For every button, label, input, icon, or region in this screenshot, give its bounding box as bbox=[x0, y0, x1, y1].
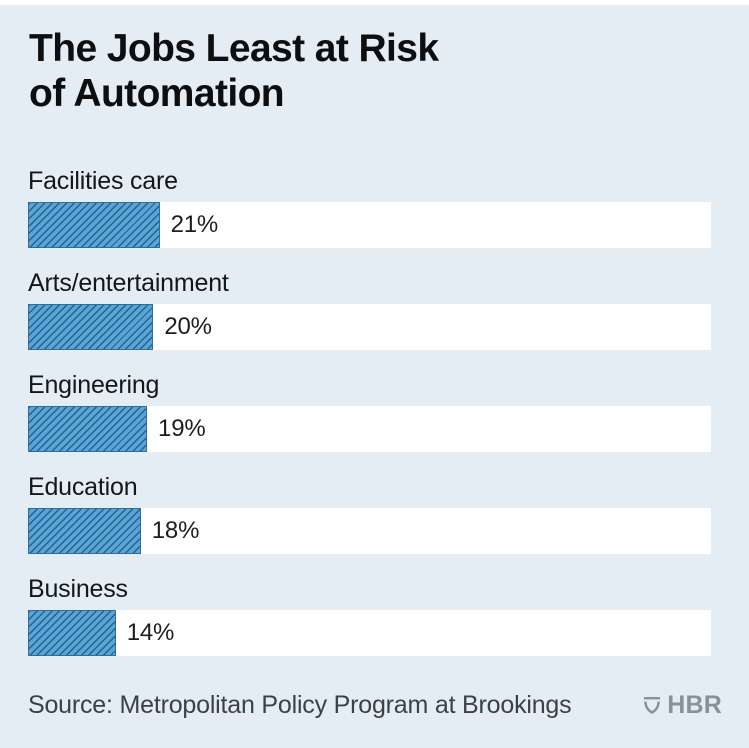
bar bbox=[28, 610, 116, 656]
bar bbox=[28, 508, 141, 554]
page-title: The Jobs Least at Risk of Automation bbox=[29, 26, 439, 116]
bar bbox=[28, 304, 154, 350]
source-note: Source: Metropolitan Policy Program at B… bbox=[28, 690, 572, 719]
chart-row: Arts/entertainment 20% bbox=[28, 268, 711, 370]
chart-row: Facilities care 21% bbox=[28, 166, 711, 268]
category-label: Engineering bbox=[28, 371, 160, 399]
chart-row: Engineering 19% bbox=[28, 370, 711, 472]
category-label: Facilities care bbox=[28, 167, 178, 195]
category-label: Business bbox=[28, 575, 128, 603]
bar-track: 14% bbox=[28, 610, 711, 656]
value-label: 20% bbox=[164, 313, 212, 340]
value-label: 18% bbox=[151, 517, 200, 544]
bar-chart: Facilities care 21% Arts/entertainment 20% E… bbox=[28, 166, 711, 676]
bar-track: 20% bbox=[28, 304, 711, 350]
hbr-logo: HBR bbox=[642, 691, 722, 720]
hbr-shield-icon bbox=[644, 696, 661, 714]
chart-row: Education 18% bbox=[28, 472, 711, 574]
category-label: Education bbox=[28, 473, 138, 501]
hbr-logo-text: HBR bbox=[667, 690, 722, 719]
page-title-line-1: The Jobs Least at Risk bbox=[29, 27, 439, 70]
bar bbox=[28, 202, 160, 248]
page-title-line-2: of Automation bbox=[29, 72, 285, 115]
category-label: Arts/entertainment bbox=[28, 269, 229, 297]
bar-track: 18% bbox=[28, 508, 711, 554]
value-label: 19% bbox=[158, 415, 206, 442]
top-white-strip bbox=[0, 0, 749, 5]
value-label: 21% bbox=[170, 211, 219, 238]
footer: Source: Metropolitan Policy Program at B… bbox=[28, 691, 722, 719]
value-label: 14% bbox=[126, 619, 175, 646]
bar-track: 19% bbox=[28, 406, 711, 452]
bar-track: 21% bbox=[28, 202, 711, 248]
chart-row: Business 14% bbox=[28, 574, 711, 676]
bar bbox=[28, 406, 148, 452]
